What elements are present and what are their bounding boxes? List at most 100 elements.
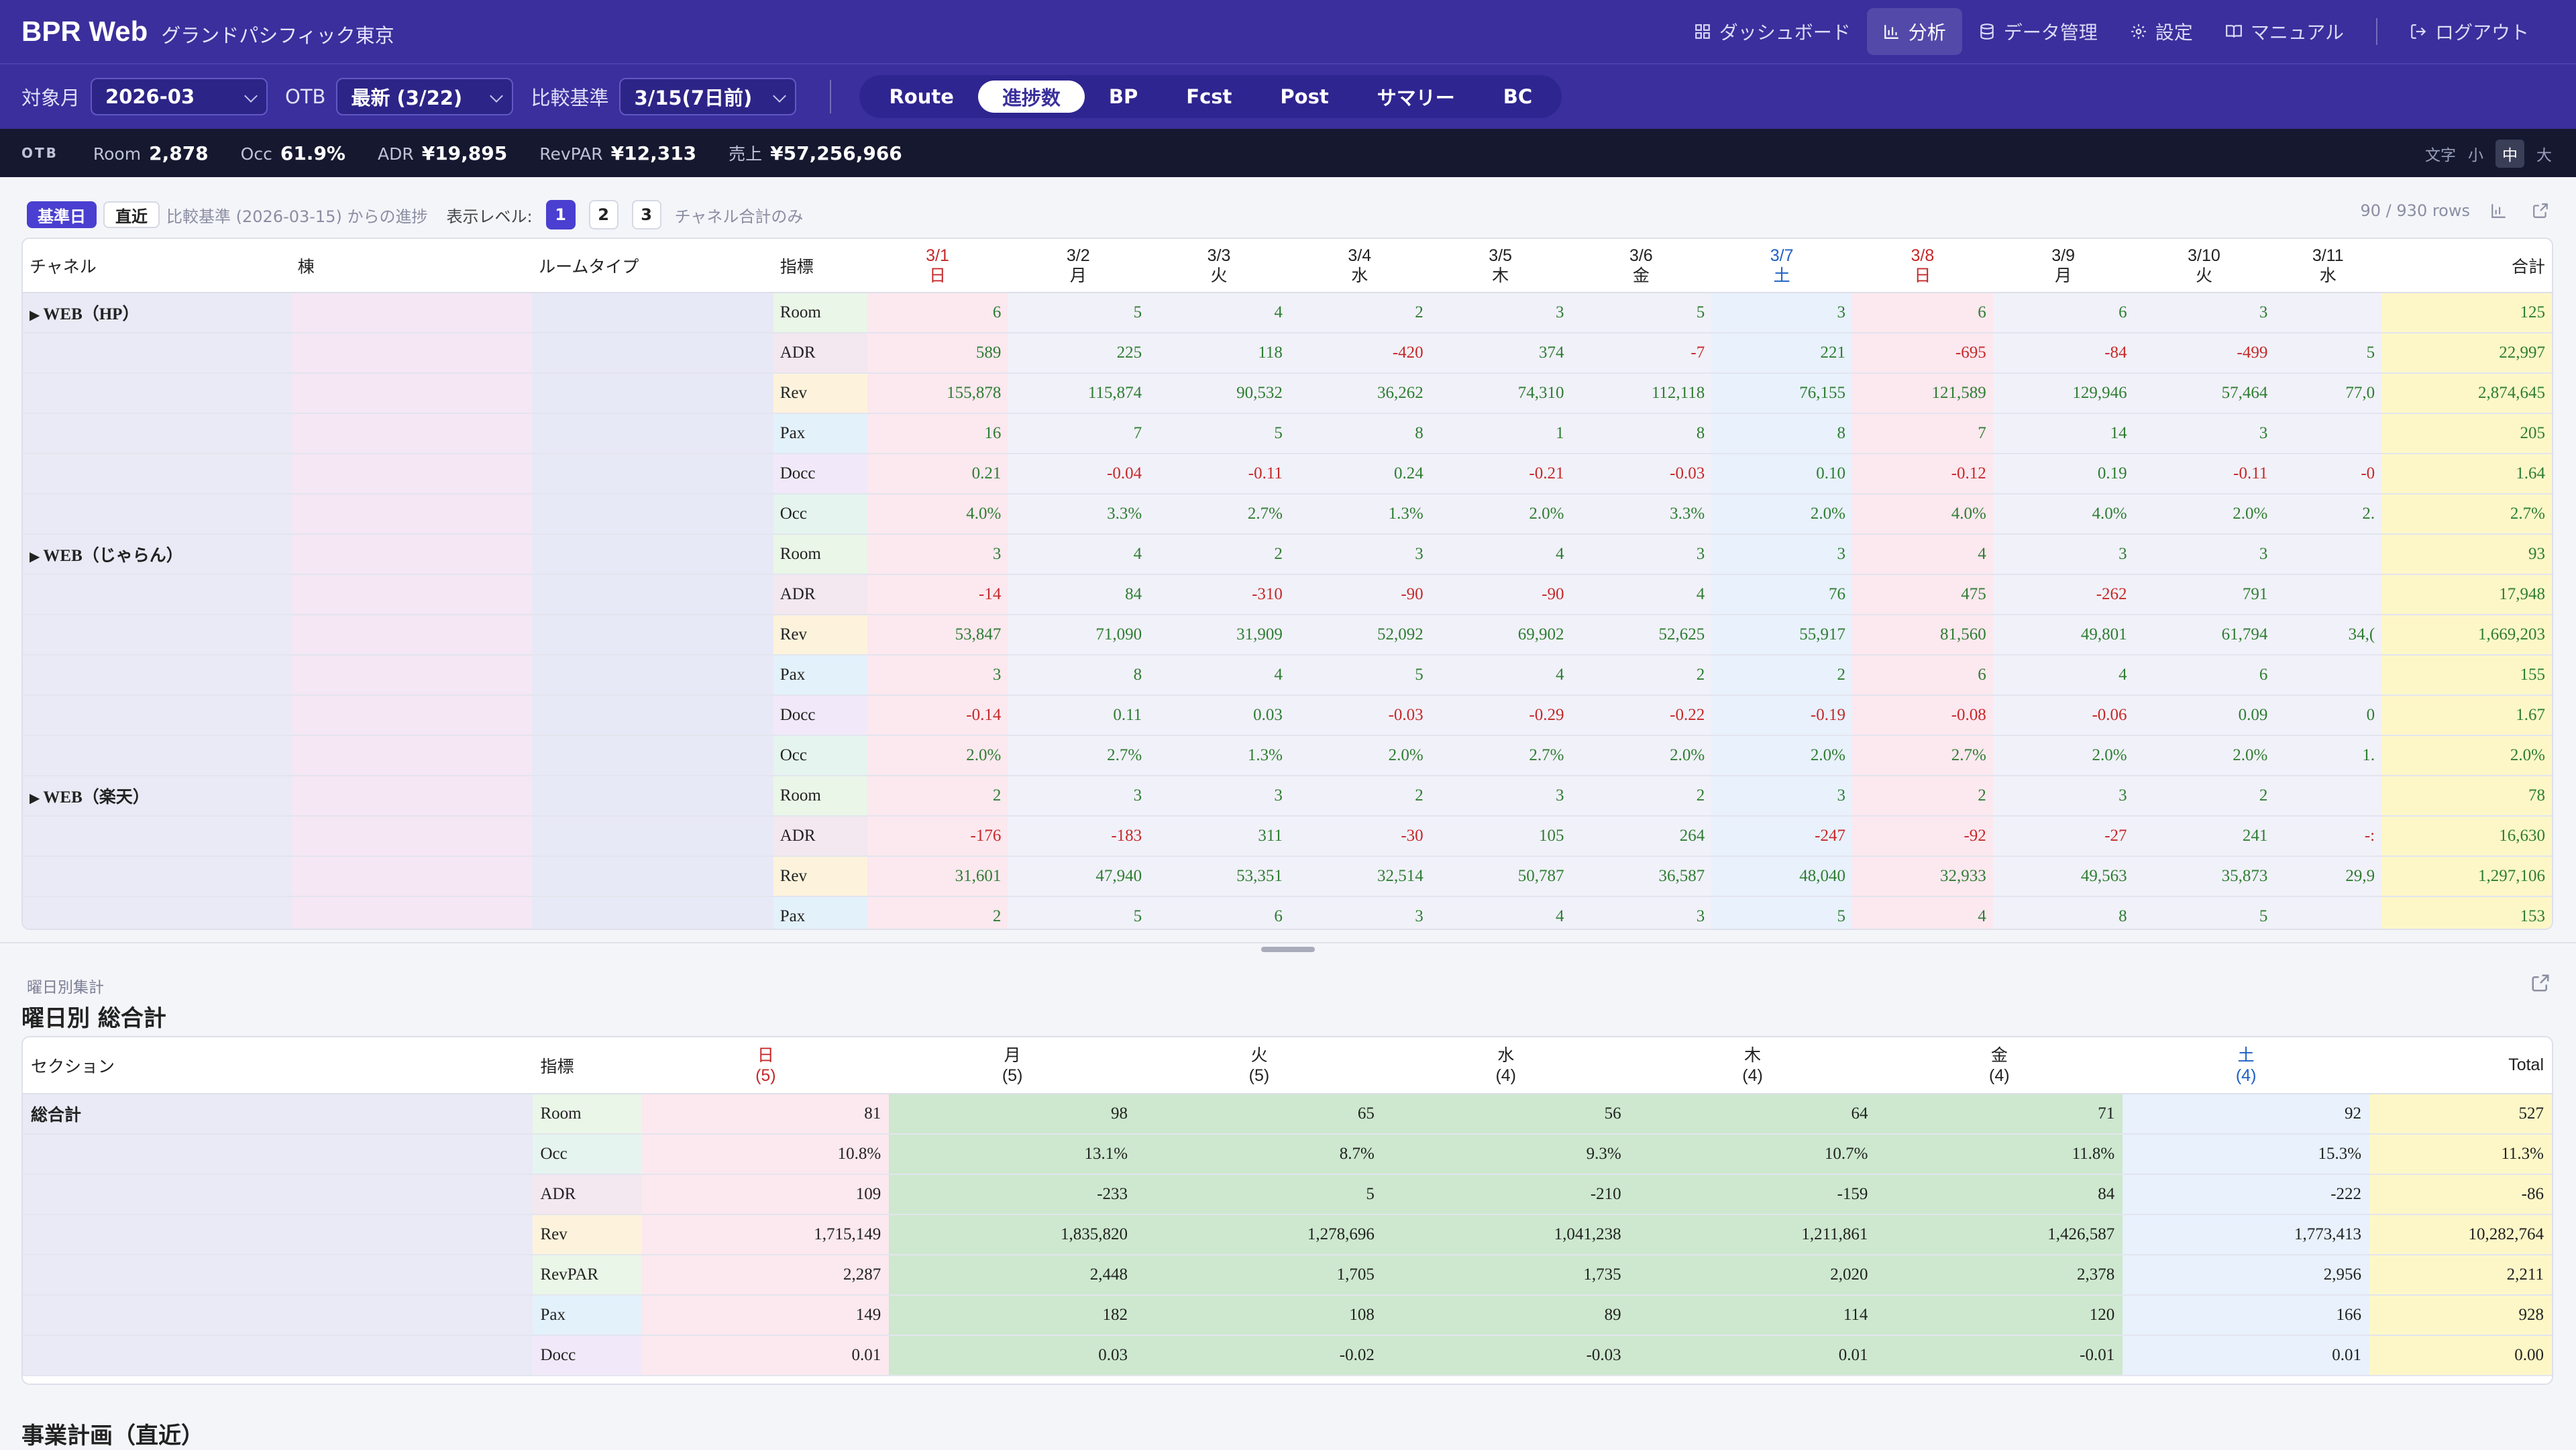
building-cell — [290, 615, 533, 655]
tab-fcst[interactable]: Fcst — [1186, 85, 1232, 108]
row-count: 90 / 930 rows — [2360, 201, 2470, 220]
recent-toggle[interactable]: 直近 — [103, 201, 160, 228]
value-cell: 4 — [1148, 655, 1289, 695]
value-cell: 112,118 — [1570, 373, 1712, 413]
tab-summary[interactable]: サマリー — [1377, 87, 1455, 109]
date-header[interactable]: 3/11 水 — [2274, 239, 2382, 293]
value-cell: -0.29 — [1430, 695, 1571, 735]
date-header[interactable]: 3/4 水 — [1289, 239, 1430, 293]
open-external-icon[interactable] — [2530, 973, 2551, 993]
font-size-small[interactable]: 小 — [2468, 147, 2483, 164]
channel-cell[interactable]: ▶ WEB（楽天） — [23, 776, 291, 816]
font-size-switch: 文字 小 中 大 — [2413, 140, 2552, 168]
value-cell: 2.7% — [1008, 735, 1149, 776]
otb-select[interactable]: 最新 (3/22) — [336, 78, 514, 115]
target-month-select[interactable]: 2026-03 — [91, 78, 268, 115]
level-1-button[interactable]: 1 — [545, 200, 576, 229]
building-cell — [290, 776, 533, 816]
date-label: 3/2 — [1066, 246, 1090, 265]
tab-progress[interactable]: 進捗数 — [977, 81, 1085, 113]
kpi-occ: Occ 61.9% — [241, 142, 345, 164]
date-header[interactable]: 3/10 火 — [2133, 239, 2275, 293]
value-cell: -0.03 — [1382, 1335, 1629, 1376]
value-cell: 69,902 — [1430, 615, 1571, 655]
date-header[interactable]: 3/3 火 — [1148, 239, 1289, 293]
nav-settings[interactable]: 設定 — [2114, 8, 2209, 55]
value-cell: 36,587 — [1570, 856, 1712, 896]
value-cell: 2. — [2274, 494, 2382, 534]
date-header[interactable]: 3/1 日 — [867, 239, 1008, 293]
progress-table-container[interactable]: チャネル 棟 ルームタイプ 指標 3/1 日 3/2 月 3/3 火 3/4 水 3/5 木 3/6… — [21, 238, 2553, 930]
weekday-header: 水 (4) — [1382, 1037, 1629, 1094]
chevron-down-icon — [490, 89, 504, 103]
logout-button[interactable]: ログアウト — [2394, 8, 2545, 55]
date-header[interactable]: 3/7 土 — [1711, 239, 1852, 293]
nav-data-management[interactable]: データ管理 — [1962, 8, 2114, 55]
weekday-table: セクション 指標 日 (5) 月 (5) 火 (5) 水 (4) 木 (4) 金 (4) 土 (4) Tot… — [23, 1037, 2552, 1376]
date-header[interactable]: 3/2 月 — [1008, 239, 1149, 293]
metric-cell: Pax — [532, 1295, 643, 1335]
metric-cell: ADR — [532, 1174, 643, 1214]
value-cell: 3 — [2133, 534, 2275, 574]
tab-bc[interactable]: BC — [1503, 85, 1533, 108]
app-brand[interactable]: BPR Web — [21, 15, 148, 47]
channel-cell[interactable]: ▶ WEB（HP） — [23, 293, 291, 333]
value-cell: 1,211,861 — [1629, 1214, 1876, 1255]
weekday-count: (5) — [1002, 1066, 1023, 1085]
value-cell: 2.0% — [1711, 494, 1852, 534]
expand-triangle-icon[interactable]: ▶ — [30, 550, 44, 564]
compare-select[interactable]: 3/15(7日前) — [619, 78, 797, 115]
nav-divider — [2375, 18, 2377, 45]
section-cell — [23, 1214, 533, 1255]
channel-cell — [23, 574, 291, 615]
level-2-button[interactable]: 2 — [588, 200, 619, 229]
building-cell — [290, 293, 533, 333]
col-building[interactable]: 棟 — [290, 239, 533, 293]
col-roomtype[interactable]: ルームタイプ — [532, 239, 773, 293]
nav-analysis[interactable]: 分析 — [1866, 8, 1962, 55]
date-header[interactable]: 3/6 金 — [1570, 239, 1712, 293]
value-cell: -420 — [1289, 333, 1430, 373]
value-cell: 61,794 — [2133, 615, 2275, 655]
open-external-icon[interactable] — [2532, 202, 2549, 219]
tab-bp[interactable]: BP — [1108, 85, 1138, 108]
expand-triangle-icon[interactable]: ▶ — [30, 791, 44, 806]
font-size-medium[interactable]: 中 — [2496, 140, 2524, 168]
level-3-button[interactable]: 3 — [631, 200, 661, 229]
date-header[interactable]: 3/8 日 — [1852, 239, 1993, 293]
date-header[interactable]: 3/9 月 — [1992, 239, 2134, 293]
base-date-toggle[interactable]: 基準日 — [27, 201, 97, 228]
value-cell: 6 — [1992, 293, 2134, 333]
date-header[interactable]: 3/5 木 — [1430, 239, 1571, 293]
tab-route[interactable]: Route — [889, 85, 954, 108]
value-cell: -84 — [1992, 333, 2134, 373]
value-cell: 84 — [1876, 1174, 2123, 1214]
value-cell: 0.21 — [867, 454, 1008, 494]
resize-handle[interactable] — [1261, 947, 1315, 952]
channel-cell[interactable]: ▶ WEB（じゃらん） — [23, 534, 291, 574]
nav-settings-label: 設定 — [2155, 21, 2193, 44]
value-cell: 8 — [1289, 413, 1430, 454]
chart-toggle-icon[interactable] — [2490, 202, 2508, 219]
value-cell: 35,873 — [2133, 856, 2275, 896]
value-cell: 4 — [1992, 655, 2134, 695]
tab-post[interactable]: Post — [1280, 85, 1329, 108]
nav-manual[interactable]: マニュアル — [2209, 8, 2360, 55]
col-channel[interactable]: チャネル — [23, 239, 291, 293]
value-cell: 2.0% — [1430, 494, 1571, 534]
table-row: ▶ WEB（HP） Room 6 5 4 2 3 5 3 6 6 3 125 — [23, 293, 2552, 333]
roomtype-cell — [532, 655, 773, 695]
weekday-count: (4) — [1742, 1066, 1763, 1085]
table-row: Docc 0.21 -0.04 -0.11 0.24 -0.21 -0.03 0.10 -0.1… — [23, 454, 2552, 494]
col-total[interactable]: 合計 — [2381, 239, 2552, 293]
weekday-label: 金 — [1632, 266, 1650, 285]
channel-name: WEB（HP） — [43, 305, 140, 323]
nav-dashboard[interactable]: ダッシュボード — [1678, 8, 1867, 55]
expand-triangle-icon[interactable]: ▶ — [30, 308, 44, 323]
value-cell: 3 — [867, 534, 1008, 574]
nav-dashboard-label: ダッシュボード — [1719, 21, 1851, 44]
kpi-revpar-value: ¥12,313 — [610, 142, 697, 164]
weekday-table-body: 総合計 Room 81 98 65 56 64 71 92 527 Occ 10.8% 13.1% 8.7… — [23, 1094, 2552, 1376]
font-size-large[interactable]: 大 — [2536, 147, 2552, 164]
col-metric[interactable]: 指標 — [773, 239, 867, 293]
